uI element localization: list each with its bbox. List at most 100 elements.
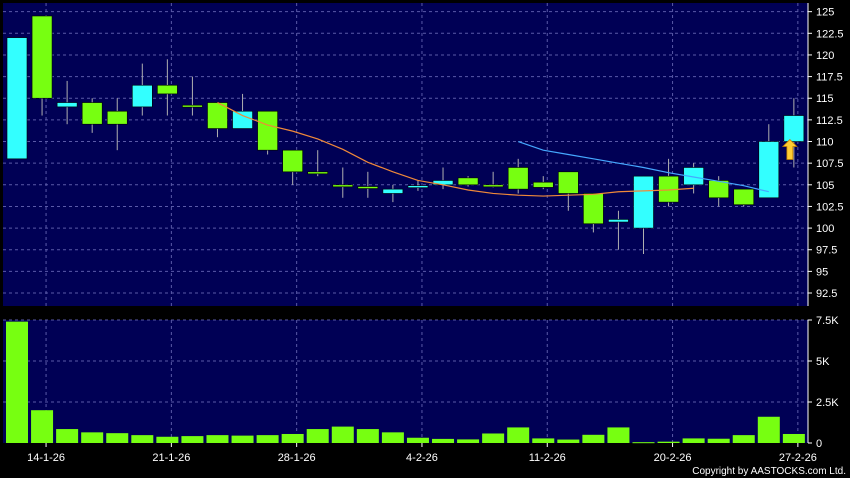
candle-body (106, 110, 128, 125)
price-tick-label: 112.5 (816, 115, 843, 127)
candle (56, 80, 78, 125)
volume-tick-label: 0 (816, 438, 822, 450)
volume-panel (3, 320, 808, 443)
volume-bar (56, 429, 79, 443)
candlesticks (6, 15, 805, 255)
volume-bar (356, 429, 379, 443)
volume-bars (6, 321, 805, 444)
candle-body (56, 102, 78, 108)
buy-arrow-icon (781, 138, 798, 160)
price-tick-label: 110 (816, 137, 834, 149)
date-tick-label: 14-1-26 (27, 452, 65, 464)
date-tick-label: 28-1-26 (278, 452, 316, 464)
date-tick-label: 20-2-26 (654, 452, 692, 464)
candle (332, 167, 354, 198)
volume-tick-label: 5K (816, 356, 830, 368)
volume-bar (281, 433, 304, 443)
candle (482, 171, 504, 188)
candle-body (257, 110, 278, 151)
candle-body (758, 141, 780, 199)
volume-bar (732, 435, 755, 443)
price-panel (3, 3, 808, 306)
volume-bar (532, 438, 555, 443)
grid-lines (3, 3, 808, 443)
volume-bar (557, 439, 580, 443)
candle (382, 184, 404, 203)
candle (507, 158, 529, 194)
candle-body (507, 167, 529, 190)
candle-body (783, 115, 805, 142)
price-tick-label: 125 (816, 7, 834, 19)
date-tick-label: 4-2-26 (406, 452, 438, 464)
price-tick-label: 92.5 (816, 288, 837, 300)
candle (733, 188, 755, 207)
candle (407, 180, 429, 191)
candle (758, 124, 780, 199)
price-tick-label: 107.5 (816, 158, 844, 170)
volume-bar (256, 435, 279, 443)
candle (182, 76, 203, 116)
price-tick-label: 115 (816, 93, 834, 105)
candle (257, 110, 278, 155)
volume-bar (457, 439, 480, 443)
candle (282, 149, 303, 185)
candle (81, 98, 103, 133)
candle-body (457, 177, 479, 186)
candle-body (31, 15, 53, 99)
price-tick-label: 102.5 (816, 201, 844, 213)
signal-marker (781, 138, 798, 160)
candle-body (482, 184, 504, 188)
price-tick-label: 105 (816, 180, 834, 192)
candle (307, 150, 329, 177)
volume-bar (507, 427, 530, 443)
volume-bar (682, 438, 705, 443)
candle-body (132, 84, 153, 108)
candle (157, 59, 178, 116)
candle (207, 102, 228, 138)
volume-bar (582, 434, 605, 443)
volume-bar (81, 432, 104, 443)
candle-body (558, 171, 579, 194)
candle (532, 176, 554, 190)
volume-bar (181, 436, 204, 443)
volume-bar (657, 441, 680, 443)
price-tick-label: 120 (816, 50, 834, 62)
volume-bar (131, 435, 154, 443)
price-axis: 125 122.5 120 117.5 115 112.5 110 107.5 105 102.5… (807, 3, 844, 306)
candle-body (357, 186, 379, 189)
volume-bar (156, 436, 179, 443)
candle-body (282, 149, 303, 173)
candle-body (633, 175, 654, 229)
volume-bar (432, 438, 455, 443)
candle-body (307, 171, 329, 175)
candle (132, 63, 153, 116)
volume-bar (206, 435, 229, 443)
price-tick-label: 97.5 (816, 245, 837, 257)
volume-bar (607, 427, 630, 443)
volume-bar (306, 429, 329, 443)
volume-bar (632, 442, 655, 444)
volume-bar (6, 321, 28, 443)
price-tick-label: 117.5 (816, 72, 843, 84)
candle-body (608, 219, 629, 223)
ma-short-line (217, 102, 694, 197)
date-tick-label: 21-1-26 (152, 452, 190, 464)
volume-bar (406, 437, 429, 443)
volume-bar (31, 410, 54, 443)
candle (457, 176, 479, 187)
candle-body (407, 185, 429, 188)
candle-body (332, 184, 354, 188)
price-tick-label: 95 (816, 266, 828, 278)
volume-bar (707, 438, 730, 443)
candle-body (6, 37, 28, 160)
volume-bar (757, 416, 780, 443)
copyright-notice: Copyright by AASTOCKS.com Ltd. (692, 466, 846, 477)
date-axis: 14-1-26 21-1-26 28-1-26 4-2-26 11-2-26 20-2-2… (27, 443, 817, 464)
volume-bar (231, 435, 254, 443)
volume-tick-label: 2.5K (816, 397, 839, 409)
candle-body (232, 110, 253, 129)
price-tick-label: 122.5 (816, 28, 844, 40)
candle-body (157, 84, 178, 95)
candle-body (683, 167, 704, 186)
